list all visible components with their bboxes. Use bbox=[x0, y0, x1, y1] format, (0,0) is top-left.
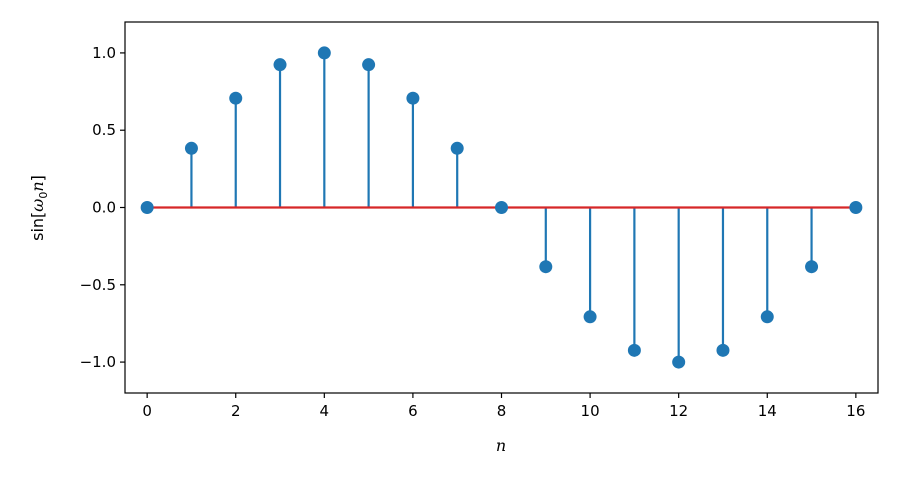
stem-marker bbox=[849, 201, 863, 214]
x-tick-label: 16 bbox=[846, 402, 865, 420]
y-tick-label: 0.5 bbox=[92, 121, 116, 139]
y-axis-title-suffix: ] bbox=[28, 175, 47, 181]
y-tick-label: 1.0 bbox=[92, 44, 116, 62]
y-axis-title-symbol: ω bbox=[28, 199, 47, 212]
stem-series bbox=[190, 52, 813, 363]
y-tick-label: −0.5 bbox=[80, 276, 116, 294]
x-tick-label: 6 bbox=[408, 402, 418, 420]
x-tick-label: 0 bbox=[142, 402, 152, 420]
stem-marker bbox=[317, 46, 331, 60]
stem-marker bbox=[362, 58, 376, 72]
y-axis-ticks: −1.0 −0.5 0.0 0.5 1.0 bbox=[80, 44, 125, 371]
stem-marker bbox=[229, 91, 243, 105]
x-tick-label: 4 bbox=[320, 402, 330, 420]
y-axis-title-prefix: sin[ bbox=[28, 212, 47, 241]
stem-marker bbox=[450, 141, 464, 155]
y-axis-title-var: n bbox=[28, 181, 47, 191]
stem-marker bbox=[583, 310, 597, 324]
x-tick-label: 14 bbox=[758, 402, 777, 420]
x-tick-label: 2 bbox=[231, 402, 241, 420]
stem-marker bbox=[406, 91, 420, 105]
y-axis-title-subscript: 0 bbox=[37, 192, 50, 199]
stem-marker bbox=[716, 343, 730, 357]
x-tick-label: 8 bbox=[497, 402, 507, 420]
stem-marker bbox=[760, 310, 774, 324]
x-tick-label: 12 bbox=[669, 402, 688, 420]
stem-marker bbox=[184, 141, 198, 155]
stem-marker bbox=[140, 201, 154, 214]
y-axis-title: sin[ω0n] bbox=[28, 175, 50, 241]
x-tick-label: 10 bbox=[581, 402, 600, 420]
stem-marker bbox=[627, 343, 641, 357]
stem-marker bbox=[805, 260, 819, 274]
stem-marker bbox=[495, 201, 508, 214]
x-axis-title: n bbox=[496, 436, 506, 455]
stem-marker bbox=[672, 355, 686, 369]
stem-marker bbox=[273, 58, 287, 72]
x-axis-ticks: 0 2 4 6 8 10 12 14 16 bbox=[142, 393, 865, 420]
stem-marker bbox=[539, 260, 553, 274]
marker-series bbox=[140, 46, 863, 369]
y-tick-label: 0.0 bbox=[92, 199, 116, 217]
y-tick-label: −1.0 bbox=[80, 353, 116, 371]
